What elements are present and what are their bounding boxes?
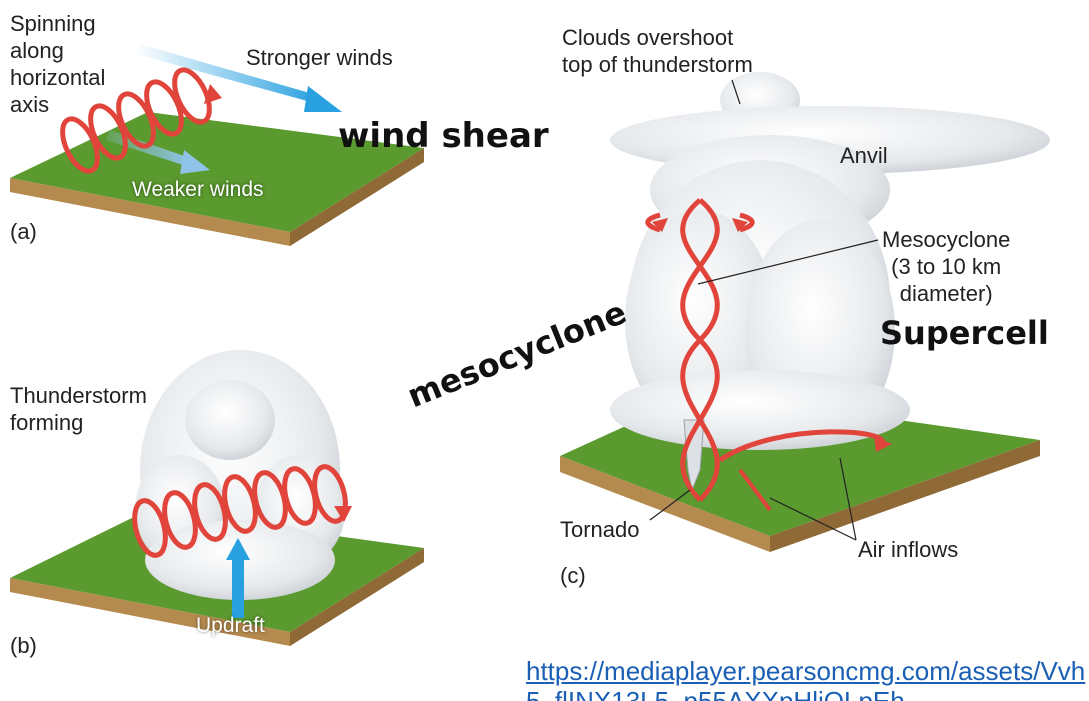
- weaker-winds-label: Weaker winds: [132, 178, 264, 201]
- thunderstorm-forming-label: Thunderstorm forming: [10, 383, 147, 435]
- anvil-label: Anvil: [840, 143, 888, 168]
- supercell-cloud: [610, 72, 1050, 450]
- panel-c-letter: (c): [560, 563, 586, 588]
- source-link-line1[interactable]: https://mediaplayer.pearsoncmg.com/asset…: [526, 656, 1086, 686]
- tornado-label: Tornado: [560, 517, 640, 542]
- updraft-arrow: [226, 538, 250, 618]
- spinning-label: Spinning along horizontal axis: [10, 11, 106, 117]
- stronger-winds-label: Stronger winds: [246, 45, 393, 70]
- air-inflow-arrows: [570, 430, 772, 512]
- horizontal-spiral-b: [132, 464, 352, 558]
- mesocyclone-spiral: [645, 198, 892, 502]
- callout-lines: [649, 79, 879, 541]
- air-inflows-label: Air inflows: [858, 537, 959, 562]
- source-link-line2[interactable]: 5_flINX13L5_p55AXXpHliQLpEh: [526, 686, 905, 701]
- panel-b-letter: (b): [10, 633, 37, 658]
- wind-shear-label: wind shear: [338, 116, 549, 156]
- supercell-label: Supercell: [880, 314, 1049, 352]
- source-link-box[interactable]: https://mediaplayer.pearsoncmg.com/asset…: [520, 656, 1089, 701]
- updraft-label: Updraft: [196, 614, 265, 637]
- panel-a-letter: (a): [10, 219, 37, 244]
- horizontal-spiral-a: [60, 67, 222, 174]
- mesocyclone-label: Mesocyclone (3 to 10 km diameter): [882, 227, 1011, 306]
- clouds-overshoot-label: Clouds overshoot top of thunderstorm: [562, 25, 753, 77]
- stronger-winds-arrow: [136, 44, 342, 112]
